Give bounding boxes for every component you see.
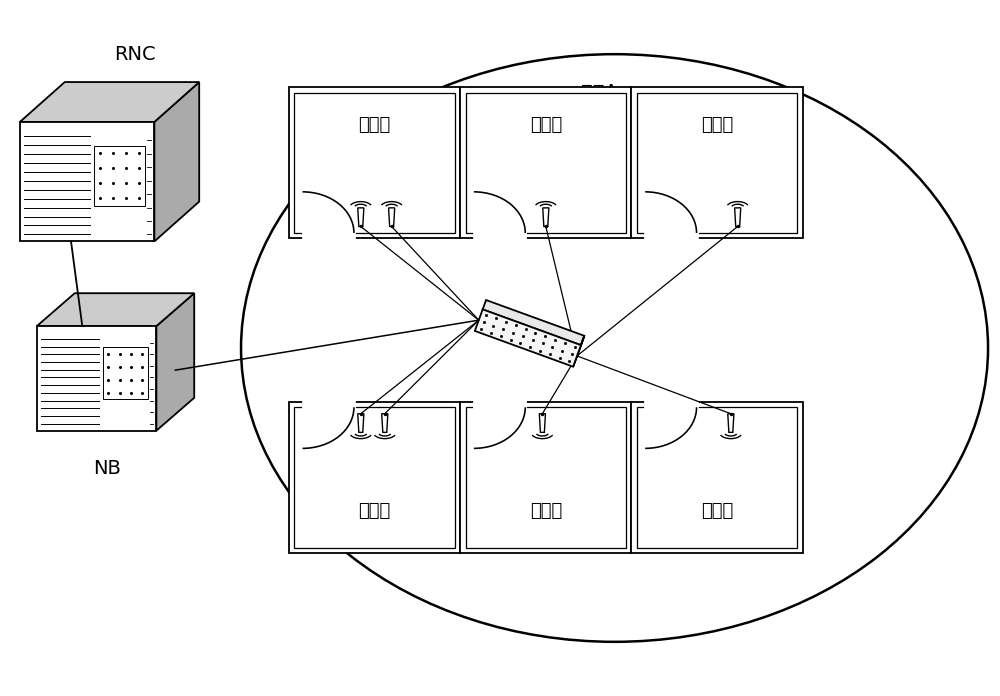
- Polygon shape: [466, 93, 626, 233]
- Polygon shape: [460, 402, 631, 553]
- Text: 房间三: 房间三: [530, 116, 562, 134]
- Polygon shape: [483, 300, 584, 345]
- Polygon shape: [382, 413, 388, 432]
- Polygon shape: [303, 232, 354, 239]
- Polygon shape: [728, 413, 734, 432]
- Polygon shape: [735, 208, 741, 226]
- Polygon shape: [474, 401, 525, 409]
- Polygon shape: [645, 232, 697, 239]
- Polygon shape: [358, 413, 364, 432]
- Polygon shape: [631, 402, 803, 553]
- Polygon shape: [289, 87, 460, 239]
- Text: NB: NB: [93, 459, 121, 477]
- Polygon shape: [389, 208, 395, 226]
- Polygon shape: [103, 347, 148, 400]
- Polygon shape: [460, 87, 631, 239]
- Polygon shape: [543, 208, 549, 226]
- Polygon shape: [94, 145, 145, 205]
- Text: 房间一: 房间一: [358, 116, 391, 134]
- Polygon shape: [294, 93, 455, 233]
- Polygon shape: [294, 407, 455, 548]
- Polygon shape: [156, 293, 194, 431]
- Polygon shape: [154, 82, 199, 242]
- Polygon shape: [37, 293, 194, 326]
- Polygon shape: [289, 402, 460, 553]
- Polygon shape: [645, 401, 697, 409]
- Ellipse shape: [241, 54, 988, 642]
- Polygon shape: [303, 401, 354, 409]
- Polygon shape: [474, 232, 525, 239]
- Text: 房间六: 房间六: [701, 502, 733, 520]
- Polygon shape: [475, 310, 581, 367]
- Text: 房间二: 房间二: [358, 502, 391, 520]
- Polygon shape: [37, 326, 156, 431]
- Polygon shape: [20, 82, 199, 122]
- Polygon shape: [637, 407, 797, 548]
- Polygon shape: [637, 93, 797, 233]
- Text: 房间五: 房间五: [701, 116, 733, 134]
- Polygon shape: [573, 335, 584, 367]
- Polygon shape: [539, 413, 545, 432]
- Polygon shape: [466, 407, 626, 548]
- Polygon shape: [631, 87, 803, 239]
- Polygon shape: [358, 208, 364, 226]
- Polygon shape: [20, 122, 154, 242]
- Text: RNC: RNC: [114, 45, 155, 64]
- Text: 房间四: 房间四: [530, 502, 562, 520]
- Text: 小区A: 小区A: [581, 83, 618, 102]
